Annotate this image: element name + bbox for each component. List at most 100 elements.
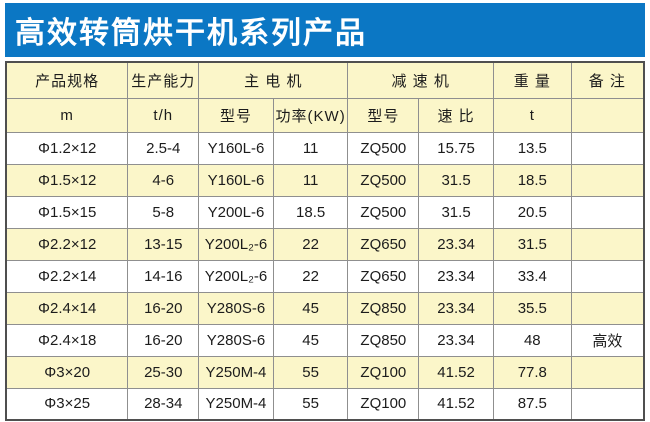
cell-weight: 48 <box>492 323 572 357</box>
cell-weight: 13.5 <box>492 131 572 165</box>
cell-note <box>570 163 645 197</box>
cell-spec: Φ3×20 <box>5 355 129 389</box>
table-row: Φ3×20 25-30 Y250M-4 55 ZQ100 41.52 77.8 <box>5 355 645 389</box>
cell-motor-power: 55 <box>272 355 349 389</box>
header-reducer: 减 速 机 <box>347 61 494 99</box>
cell-motor-model: Y160L-6 <box>198 163 274 197</box>
cell-motor-model: Y280S-6 <box>198 291 274 325</box>
cell-reducer-ratio: 23.34 <box>418 323 494 357</box>
header-capacity: 生产能力 <box>127 61 200 99</box>
header-spec: 产品规格 <box>5 61 129 99</box>
cell-spec: Φ1.5×12 <box>5 163 129 197</box>
cell-note <box>570 387 645 421</box>
cell-note <box>570 259 645 293</box>
cell-motor-model: Y250M-4 <box>198 387 274 421</box>
cell-spec: Φ2.2×14 <box>5 259 129 293</box>
cell-motor-power: 45 <box>272 291 349 325</box>
cell-capacity: 16-20 <box>127 323 200 357</box>
cell-weight: 35.5 <box>492 291 572 325</box>
cell-note <box>570 195 645 229</box>
table-row: Φ2.2×12 13-15 Y200L₂-6 22 ZQ650 23.34 31… <box>5 227 645 261</box>
product-spec-table: 产品规格 生产能力 主 电 机 减 速 机 重 量 备 注 m t/h 型号 功… <box>5 61 645 421</box>
cell-note <box>570 291 645 325</box>
cell-motor-power: 11 <box>272 131 349 165</box>
cell-motor-power: 55 <box>272 387 349 421</box>
table-row: Φ2.4×14 16-20 Y280S-6 45 ZQ850 23.34 35.… <box>5 291 645 325</box>
cell-capacity: 14-16 <box>127 259 200 293</box>
cell-weight: 31.5 <box>492 227 572 261</box>
cell-reducer-model: ZQ100 <box>347 355 420 389</box>
cell-reducer-model: ZQ850 <box>347 323 420 357</box>
cell-capacity: 13-15 <box>127 227 200 261</box>
cell-motor-power: 11 <box>272 163 349 197</box>
table-row: Φ1.5×12 4-6 Y160L-6 11 ZQ500 31.5 18.5 <box>5 163 645 197</box>
cell-reducer-model: ZQ500 <box>347 131 420 165</box>
cell-reducer-ratio: 23.34 <box>418 227 494 261</box>
cell-spec: Φ2.4×18 <box>5 323 129 357</box>
cell-reducer-model: ZQ100 <box>347 387 420 421</box>
cell-motor-model: Y280S-6 <box>198 323 274 357</box>
table-row: Φ2.4×18 16-20 Y280S-6 45 ZQ850 23.34 48 … <box>5 323 645 357</box>
cell-note <box>570 131 645 165</box>
cell-reducer-model: ZQ500 <box>347 163 420 197</box>
cell-capacity: 2.5-4 <box>127 131 200 165</box>
table-row: Φ1.2×12 2.5-4 Y160L-6 11 ZQ500 15.75 13.… <box>5 131 645 165</box>
cell-reducer-ratio: 15.75 <box>418 131 494 165</box>
cell-reducer-ratio: 41.52 <box>418 355 494 389</box>
header-weight-unit: t <box>492 97 572 133</box>
header-reducer-model: 型号 <box>347 97 420 133</box>
cell-spec: Φ3×25 <box>5 387 129 421</box>
cell-capacity: 4-6 <box>127 163 200 197</box>
cell-spec: Φ2.2×12 <box>5 227 129 261</box>
cell-spec: Φ1.5×15 <box>5 195 129 229</box>
cell-reducer-model: ZQ500 <box>347 195 420 229</box>
cell-weight: 77.8 <box>492 355 572 389</box>
cell-reducer-ratio: 23.34 <box>418 291 494 325</box>
cell-reducer-ratio: 31.5 <box>418 195 494 229</box>
header-main-motor: 主 电 机 <box>198 61 349 99</box>
cell-spec: Φ1.2×12 <box>5 131 129 165</box>
cell-motor-model: Y250M-4 <box>198 355 274 389</box>
cell-motor-power: 45 <box>272 323 349 357</box>
table-header-row-groups: 产品规格 生产能力 主 电 机 减 速 机 重 量 备 注 <box>5 61 645 99</box>
cell-reducer-ratio: 41.52 <box>418 387 494 421</box>
table-row: Φ1.5×15 5-8 Y200L-6 18.5 ZQ500 31.5 20.5 <box>5 195 645 229</box>
cell-motor-model: Y200L-6 <box>198 195 274 229</box>
cell-reducer-model: ZQ650 <box>347 227 420 261</box>
header-motor-model: 型号 <box>198 97 274 133</box>
cell-note: 高效 <box>570 323 645 357</box>
cell-motor-model: Y200L₂-6 <box>198 227 274 261</box>
cell-motor-model: Y200L₂-6 <box>198 259 274 293</box>
table-header-row-units: m t/h 型号 功率(KW) 型号 速 比 t <box>5 97 645 133</box>
cell-reducer-model: ZQ850 <box>347 291 420 325</box>
page-title-banner: 高效转筒烘干机系列产品 <box>5 3 645 57</box>
header-weight: 重 量 <box>492 61 572 99</box>
cell-weight: 33.4 <box>492 259 572 293</box>
header-note-unit <box>570 97 645 133</box>
cell-weight: 18.5 <box>492 163 572 197</box>
cell-motor-model: Y160L-6 <box>198 131 274 165</box>
header-spec-unit: m <box>5 97 129 133</box>
cell-note <box>570 227 645 261</box>
cell-spec: Φ2.4×14 <box>5 291 129 325</box>
cell-motor-power: 22 <box>272 227 349 261</box>
cell-capacity: 5-8 <box>127 195 200 229</box>
cell-capacity: 25-30 <box>127 355 200 389</box>
cell-motor-power: 18.5 <box>272 195 349 229</box>
cell-reducer-ratio: 31.5 <box>418 163 494 197</box>
header-reducer-ratio: 速 比 <box>418 97 494 133</box>
header-motor-power: 功率(KW) <box>272 97 349 133</box>
cell-capacity: 28-34 <box>127 387 200 421</box>
cell-motor-power: 22 <box>272 259 349 293</box>
cell-weight: 20.5 <box>492 195 572 229</box>
header-capacity-unit: t/h <box>127 97 200 133</box>
cell-reducer-ratio: 23.34 <box>418 259 494 293</box>
cell-reducer-model: ZQ650 <box>347 259 420 293</box>
cell-weight: 87.5 <box>492 387 572 421</box>
cell-capacity: 16-20 <box>127 291 200 325</box>
table-row: Φ3×25 28-34 Y250M-4 55 ZQ100 41.52 87.5 <box>5 387 645 421</box>
page-title: 高效转筒烘干机系列产品 <box>15 17 367 50</box>
table-row: Φ2.2×14 14-16 Y200L₂-6 22 ZQ650 23.34 33… <box>5 259 645 293</box>
cell-note <box>570 355 645 389</box>
